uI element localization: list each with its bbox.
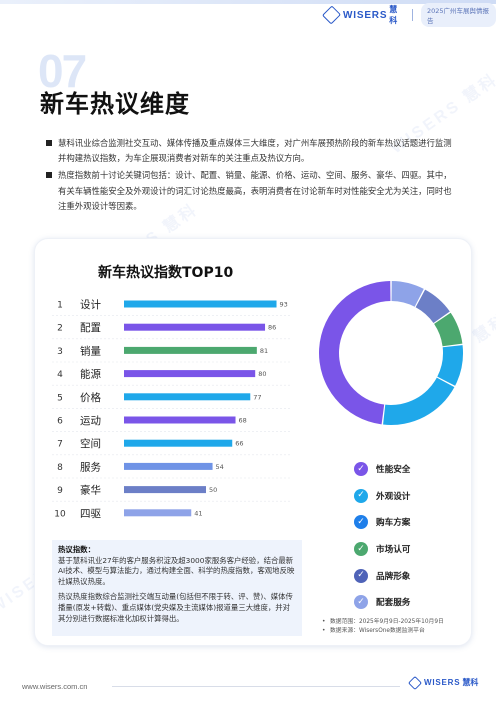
bar-category-label: 能源 [80, 368, 101, 381]
source-origin: 数据来源：WisersOne数据监测平台 [322, 627, 444, 636]
brand: WISERS 慧科 2025广州车展舆情报告 [321, 3, 496, 27]
bar-value-label: 50 [209, 486, 217, 494]
note-paragraph: 基于慧科讯业27年的客户服务积淀及超3000家服务客户经验，结合最新AI技术、模… [58, 555, 295, 586]
bar [124, 462, 213, 470]
bar-value-label: 54 [216, 463, 224, 471]
page-header: WISERS 慧科 2025广州车展舆情报告 [0, 0, 496, 28]
bar-rank: 4 [57, 370, 63, 380]
bar-rank: 9 [57, 486, 63, 496]
bar-value-label: 41 [194, 509, 202, 517]
bar-rank: 5 [57, 393, 63, 403]
donut-slice [319, 281, 391, 425]
bar [124, 323, 266, 331]
bar-category-label: 服务 [80, 460, 101, 473]
bar [124, 370, 256, 378]
bar-category-label: 价格 [80, 391, 101, 404]
legend-item: ✓ 品牌形象 [354, 562, 410, 589]
donut-slice [437, 345, 463, 386]
bar-category-label: 四驱 [80, 508, 101, 520]
bar-category-label: 设计 [80, 298, 101, 311]
brand-cn: 慧科 [389, 5, 398, 25]
bar [124, 393, 251, 401]
bar-value-label: 66 [235, 440, 243, 448]
legend-label: 市场认可 [376, 545, 411, 556]
bar-chart: 1 设计 93 2 配置 86 3 销量 81 4 能源 80 5 价格 77 6 运动 68 7 空间 66 8 服务 54… [52, 298, 292, 520]
check-icon: ✓ [354, 542, 368, 557]
footer-divider [112, 686, 400, 687]
note-paragraph: 热议热度指数综合监测社交端互动量(包括但不限于转、评、赞)、媒体传播量(原发+转… [58, 592, 293, 623]
footer-url[interactable]: www.wisers.com.cn [22, 682, 88, 691]
footer-brand-name: WISERS [424, 678, 461, 687]
legend-label: 品牌形象 [376, 571, 411, 582]
bar-value-label: 68 [239, 417, 247, 425]
bar-category-label: 空间 [80, 437, 101, 450]
bar-rank: 3 [57, 347, 63, 357]
legend-item: ✓ 市场认可 [354, 536, 410, 563]
footer-brand-cn: 慧科 [462, 678, 479, 687]
wisers-logo-icon [321, 5, 342, 25]
legend-label: 购车方案 [376, 518, 411, 529]
bullet-item: 热度指数前十讨论关键词包括：设计、配置、销量、能源、价格、运动、空间、服务、豪华… [46, 168, 456, 214]
donut-slice [391, 281, 424, 307]
bar [124, 486, 206, 494]
bar-category-label: 配置 [80, 322, 101, 334]
bar-category-label: 运动 [80, 415, 101, 427]
legend-item: ✓ 外观设计 [354, 483, 410, 510]
bar-rank: 10 [54, 509, 66, 519]
brand-name: WISERS [343, 9, 388, 21]
data-sources: 数据范围：2025年9月9日-2025年10月9日 数据来源：WisersOne… [322, 618, 444, 636]
bar-category-label: 销量 [80, 344, 101, 357]
bar-value-label: 80 [258, 370, 266, 378]
header-band [0, 0, 496, 4]
section-title: 新车热议维度 [40, 90, 190, 118]
check-icon: ✓ [354, 462, 368, 477]
wisers-logo-icon [407, 675, 423, 690]
brand-separator [412, 9, 413, 21]
bar [124, 439, 233, 447]
check-icon: ✓ [354, 488, 368, 503]
bar-rank: 7 [57, 440, 63, 450]
bar [124, 300, 277, 308]
source-range: 数据范围：2025年9月9日-2025年10月9日 [322, 618, 444, 627]
bullet-item: 慧科讯业综合监测社交互动、媒体传播及重点媒体三大维度，对广州车展预热阶段的新车热… [46, 136, 456, 166]
report-title: 2025广州车展舆情报告 [420, 3, 496, 27]
bar [124, 346, 257, 354]
legend-item: ✓ 性能安全 [354, 456, 410, 483]
bar-value-label: 77 [253, 393, 261, 401]
check-icon: ✓ [354, 515, 368, 530]
check-icon: ✓ [354, 595, 368, 610]
legend-item: ✓ 配套服务 [354, 589, 410, 616]
donut-chart [319, 281, 463, 425]
note-title: 热议指数： [58, 545, 95, 554]
legend-label: 外观设计 [376, 491, 411, 502]
footer-brand: WISERS 慧科 [407, 675, 479, 690]
bar [124, 509, 192, 517]
bar-value-label: 86 [268, 324, 276, 332]
bar-value-label: 81 [260, 347, 268, 355]
legend: ✓ 性能安全 ✓ 外观设计 ✓ 购车方案 ✓ 市场认可 ✓ 品牌形象 ✓ 配套服务 [354, 456, 410, 616]
legend-label: 性能安全 [376, 465, 411, 476]
bar-rank: 1 [57, 301, 63, 311]
legend-label: 配套服务 [376, 598, 411, 609]
donut-slice [383, 377, 455, 425]
section-number: 07 [38, 45, 87, 97]
bar-rank: 6 [57, 417, 63, 427]
check-icon: ✓ [354, 568, 368, 583]
bar-value-label: 93 [280, 301, 288, 309]
bar-category-label: 豪华 [80, 484, 101, 497]
legend-item: ✓ 购车方案 [354, 509, 410, 536]
donut-slice [415, 289, 450, 324]
bullet-list: 慧科讯业综合监测社交互动、媒体传播及重点媒体三大维度，对广州车展预热阶段的新车热… [46, 136, 456, 216]
chart-title: 新车热议指数TOP10 [98, 265, 234, 281]
bar-rank: 2 [57, 324, 63, 334]
donut-slice [434, 312, 463, 347]
bar [124, 416, 236, 424]
bar-rank: 8 [57, 463, 63, 473]
note-box: 热议指数： 基于慧科讯业27年的客户服务积淀及超3000家服务客户经验，结合最新… [52, 540, 302, 636]
